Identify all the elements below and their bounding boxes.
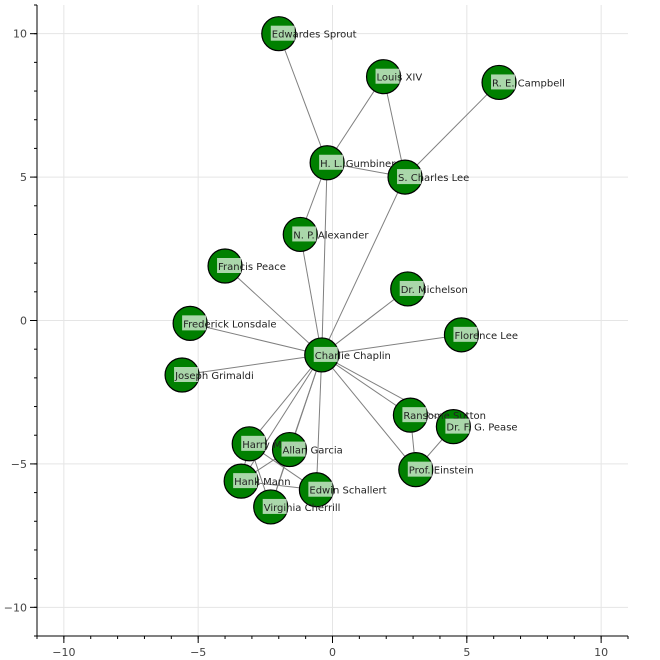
node-label-background <box>174 366 199 382</box>
node-label: N. P. Alexander <box>293 230 369 241</box>
node-label: Dr. Michelson <box>401 285 468 296</box>
x-tick-label: −10 <box>52 646 75 659</box>
node-label: Virginia Cherrill <box>264 503 341 514</box>
node-label-background <box>319 154 344 170</box>
node-label: Hank Mann <box>234 477 290 488</box>
y-tick-label: 0 <box>20 315 27 328</box>
edge-line <box>321 354 411 416</box>
node-label: Francis Peace <box>218 262 286 273</box>
node-label: Ransome Sutton <box>403 411 486 422</box>
axes: −10 −5 0 5 10 −10 −5 0 5 10 <box>4 4 629 659</box>
edge-line <box>321 354 454 428</box>
node-label-background <box>399 280 424 296</box>
node-label-background <box>233 473 258 489</box>
node-label-background <box>270 25 295 41</box>
node-label: Harry Myers <box>242 440 303 451</box>
y-tick-label: 5 <box>20 171 27 184</box>
node-label-background <box>217 258 242 274</box>
y-tick-label: −5 <box>11 458 27 471</box>
edge-line <box>224 265 323 356</box>
grid <box>37 5 628 636</box>
edge-line <box>248 354 323 445</box>
edge-line <box>299 234 323 356</box>
edge-line <box>321 176 406 356</box>
node-label-background <box>453 326 478 342</box>
node-label: Charlie Chaplin <box>315 351 391 362</box>
y-tick-label: −10 <box>4 601 27 614</box>
node-label: Edwin Schallert <box>309 486 386 497</box>
node-label-background <box>375 68 400 84</box>
x-tick-label: 10 <box>594 646 608 659</box>
edge-line <box>404 82 500 178</box>
x-tick-label: 5 <box>463 646 470 659</box>
node-label: Frederick Lonsdale <box>183 319 276 330</box>
node-label: H. L. Gumbiner <box>320 159 396 170</box>
edge-line <box>321 334 462 356</box>
node-label-background <box>292 226 317 242</box>
node-label: Allan Garcia <box>283 446 343 457</box>
y-tick-label: 10 <box>13 28 27 41</box>
node-label: Florence Lee <box>454 331 518 342</box>
node-label-background <box>241 435 266 451</box>
node-label-background <box>182 315 207 331</box>
node-label-background <box>262 498 287 514</box>
edge-line <box>321 288 409 356</box>
node-label-background <box>281 441 306 457</box>
nodes: Charlie Chaplin Edwardes Sprout Louis XIV R… <box>164 16 565 525</box>
node-label: Joseph Grimaldi <box>174 371 254 382</box>
node-label: Dr. F. G. Pease <box>446 423 517 434</box>
x-tick-label: 0 <box>329 646 336 659</box>
node-label: S. Charles Lee <box>398 173 469 184</box>
node-label-background <box>407 461 432 477</box>
node-label: Edwardes Sprout <box>272 30 357 41</box>
node-label: R. E. Campbell <box>492 78 565 89</box>
x-tick-label: −5 <box>190 646 206 659</box>
node-label-background <box>445 418 470 434</box>
node-label: Prof. Einstein <box>409 466 474 477</box>
node-label-background <box>313 346 338 362</box>
node-label-background <box>491 74 516 90</box>
edge-line <box>278 33 328 163</box>
edge-line <box>190 322 322 356</box>
node-label-background <box>397 169 422 185</box>
node-label: Louis XIV <box>377 73 423 84</box>
node-label-background <box>402 407 427 423</box>
edge-line <box>321 354 417 470</box>
edge-line <box>181 354 322 376</box>
node-label-background <box>308 481 333 497</box>
edge-line <box>315 354 323 490</box>
edge-line <box>321 162 328 355</box>
